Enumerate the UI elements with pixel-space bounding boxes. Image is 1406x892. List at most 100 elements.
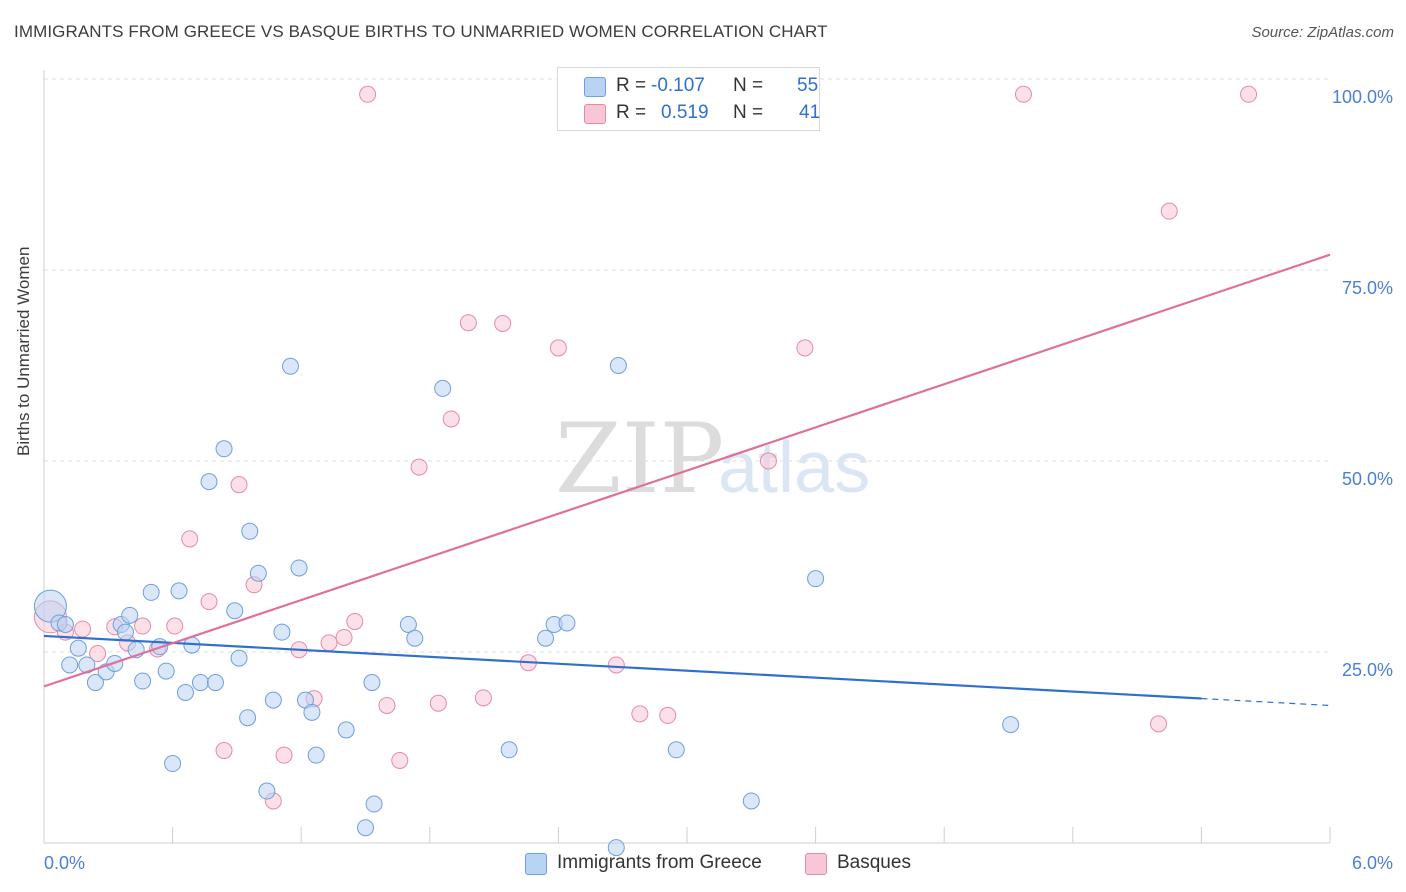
- basque-point: [549, 339, 567, 357]
- greece-point: [69, 639, 87, 657]
- greece-point: [290, 559, 308, 577]
- r-value: -0.107: [651, 75, 705, 96]
- greece-point: [399, 615, 417, 633]
- greece-point: [807, 570, 825, 588]
- greece-point: [264, 691, 282, 709]
- greece-point: [607, 839, 625, 857]
- stats-legend: R = -0.107 N = 55 R = 0.519 N = 41: [557, 67, 820, 131]
- greece-point: [157, 662, 175, 680]
- greece-swatch: [584, 77, 606, 97]
- watermark-zip: ZIP: [555, 403, 724, 515]
- greece-point: [230, 649, 248, 667]
- greece-point: [121, 606, 139, 624]
- series-greece: [33, 357, 1020, 857]
- basque-point: [215, 742, 233, 760]
- greece-trend-extension: [1201, 697, 1331, 707]
- greece-point: [33, 589, 67, 623]
- basque-point: [1150, 715, 1168, 733]
- greece-point: [258, 782, 276, 800]
- basque-legend-swatch: [805, 853, 827, 875]
- greece-point: [134, 672, 152, 690]
- x-tick-label: 0.0%: [44, 853, 85, 873]
- basque-point: [134, 617, 152, 635]
- y-axis-label: Births to Unmarried Women: [14, 246, 33, 456]
- greece-point: [273, 623, 291, 641]
- basque-point: [359, 85, 377, 103]
- basque-point: [1015, 85, 1033, 103]
- greece-point: [1002, 716, 1020, 734]
- greece-point: [434, 379, 452, 397]
- n-label: N =: [733, 75, 764, 96]
- greece-point: [667, 741, 685, 759]
- r-label: R =: [616, 75, 647, 96]
- x-ticks: [43, 827, 1331, 843]
- greece-point: [365, 795, 383, 813]
- greece-point: [337, 721, 355, 739]
- basque-point: [391, 751, 409, 769]
- basque-point: [459, 314, 477, 332]
- greece-trend-line: [43, 634, 1202, 700]
- r-value: 0.519: [661, 102, 709, 123]
- greece-point: [116, 623, 134, 641]
- basque-point: [429, 694, 447, 712]
- greece-point: [241, 522, 259, 540]
- basque-point: [659, 706, 677, 724]
- basque-point: [631, 705, 649, 723]
- watermark: ZIP atlas: [555, 403, 870, 515]
- greece-point: [558, 614, 576, 632]
- watermark-atlas: atlas: [718, 428, 870, 508]
- basque-point: [759, 452, 777, 470]
- basque-swatch: [584, 104, 606, 124]
- r-label: R =: [616, 102, 647, 123]
- x-tick-labels: 0.0% 6.0%: [44, 853, 1393, 873]
- greece-point: [56, 615, 74, 633]
- basque-point: [474, 689, 492, 707]
- basque-legend-label: Basques: [837, 852, 911, 873]
- greece-point: [176, 683, 194, 701]
- greece-point: [537, 629, 555, 647]
- y-tick-labels: 25.0% 50.0% 75.0% 100.0%: [1332, 87, 1393, 680]
- basque-point: [378, 696, 396, 714]
- x-tick-label: 6.0%: [1352, 853, 1393, 873]
- trend-lines: [43, 253, 1331, 707]
- n-label: N =: [733, 102, 764, 123]
- y-tick-label: 25.0%: [1342, 660, 1393, 680]
- basque-point: [166, 617, 184, 635]
- basque-point: [607, 656, 625, 674]
- basque-point: [320, 634, 338, 652]
- basque-point: [335, 628, 353, 646]
- basque-point: [200, 593, 218, 611]
- greece-point: [164, 755, 182, 773]
- greece-point: [191, 674, 209, 692]
- greece-point: [303, 703, 321, 721]
- greece-point: [609, 357, 627, 374]
- greece-point: [215, 440, 233, 458]
- greece-point: [249, 564, 267, 582]
- greece-point: [226, 602, 244, 620]
- greece-point: [86, 674, 104, 692]
- basque-point: [346, 612, 364, 630]
- greece-point: [239, 709, 257, 727]
- y-tick-label: 75.0%: [1342, 278, 1393, 298]
- basque-point: [74, 620, 92, 638]
- n-value: 41: [799, 102, 821, 123]
- y-tick-label: 50.0%: [1342, 469, 1393, 489]
- basque-point: [442, 410, 460, 428]
- greece-point: [142, 583, 160, 601]
- greece-point: [357, 819, 374, 837]
- greece-point: [206, 674, 224, 692]
- chart-title: IMMIGRANTS FROM GREECE VS BASQUE BIRTHS …: [14, 22, 828, 41]
- greece-point: [406, 629, 424, 647]
- gridlines: [44, 78, 1330, 653]
- basque-point: [410, 458, 428, 476]
- greece-point: [170, 582, 188, 600]
- basque-point: [181, 530, 199, 548]
- greece-point: [742, 792, 760, 810]
- n-value: 55: [797, 75, 819, 96]
- basque-point: [230, 476, 248, 494]
- y-tick-label: 100.0%: [1332, 87, 1393, 107]
- greece-point: [200, 473, 218, 491]
- basque-point: [89, 645, 107, 663]
- greece-legend-swatch: [525, 853, 547, 875]
